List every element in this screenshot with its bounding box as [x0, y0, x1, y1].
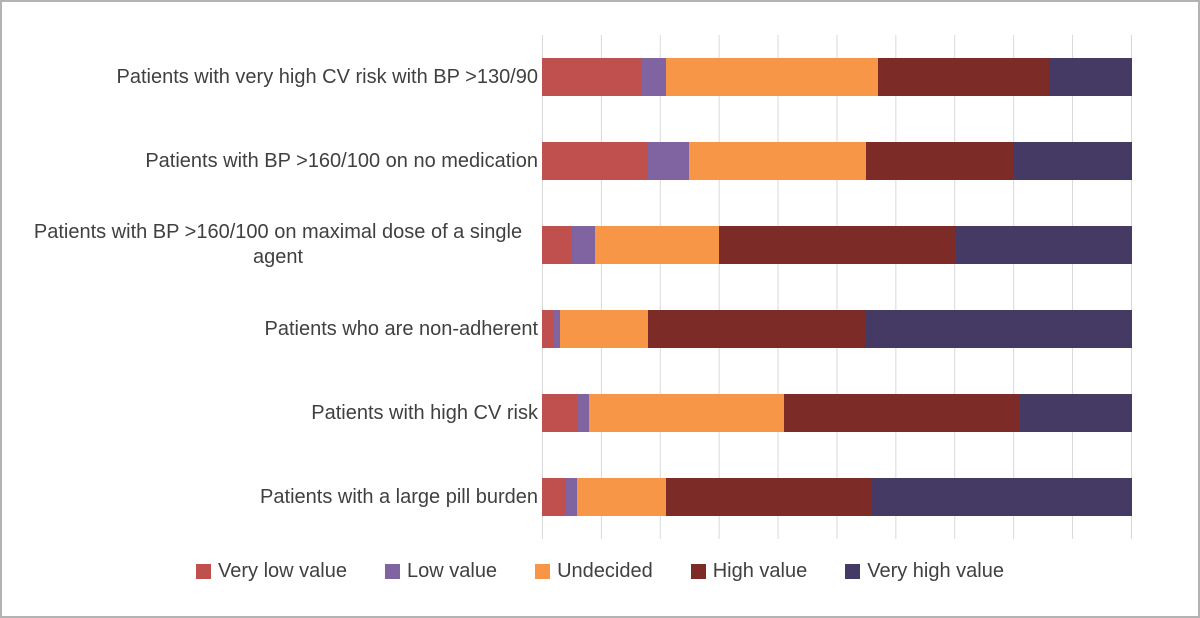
legend-label: Very high value — [867, 560, 1004, 582]
stacked-bar — [542, 310, 1132, 348]
legend-swatch — [196, 564, 212, 579]
legend-item: Very high value — [845, 560, 1004, 583]
bar-segment-undecided — [559, 310, 649, 348]
chart-row: Patients with high CV risk — [2, 371, 1198, 455]
bar-segment-low-value — [565, 478, 578, 516]
legend-swatch — [385, 564, 400, 579]
category-label: Patients with high CV risk — [311, 401, 538, 424]
stacked-bar — [542, 142, 1132, 180]
legend-label: Very low value — [218, 560, 347, 582]
category-label: Patients with BP >160/100 on no medicati… — [145, 149, 538, 172]
stacked-bar — [542, 58, 1132, 96]
legend-label: Low value — [407, 560, 498, 582]
bar-segment-very-low-value — [542, 394, 578, 432]
bar-segment-very-high-value — [954, 226, 1132, 264]
bar-segment-high-value — [878, 58, 1050, 96]
legend-item: High value — [690, 560, 808, 583]
legend: Very low value Low value Undecided High val… — [2, 560, 1198, 583]
bar-segment-very-high-value — [1019, 394, 1132, 432]
bar-segment-very-low-value — [542, 310, 554, 348]
bar-segment-high-value — [718, 226, 955, 264]
stacked-bar — [542, 394, 1132, 432]
category-label: Patients with BP >160/100 on maximal dos… — [33, 221, 523, 268]
bar-segment-low-value — [648, 142, 690, 180]
legend-item: Very low value — [196, 560, 347, 583]
bar-segment-very-high-value — [1049, 58, 1132, 96]
legend-item: Low value — [385, 560, 497, 583]
legend-swatch — [690, 564, 706, 579]
bar-segment-undecided — [589, 394, 784, 432]
stacked-bar — [542, 478, 1132, 516]
chart-row: Patients with a large pill burden — [2, 455, 1198, 539]
stacked-bar — [542, 226, 1132, 264]
legend-item: Undecided — [535, 560, 653, 583]
bar-segment-undecided — [665, 58, 879, 96]
chart-row: Patients with very high CV risk with BP … — [2, 35, 1198, 119]
bar-segment-undecided — [595, 226, 719, 264]
bar-segment-low-value — [577, 394, 590, 432]
chart-row: Patients with BP >160/100 on maximal dos… — [2, 203, 1198, 287]
plot-area: Patients with very high CV risk with BP … — [2, 35, 1198, 539]
bar-segment-high-value — [665, 478, 873, 516]
category-label: Patients with a large pill burden — [260, 485, 538, 508]
bar-segment-high-value — [783, 394, 1020, 432]
bar-segment-very-high-value — [1013, 142, 1132, 180]
legend-label: Undecided — [557, 560, 653, 582]
category-label: Patients with very high CV risk with BP … — [116, 65, 538, 88]
bar-segment-very-high-value — [872, 478, 1132, 516]
bar-segment-low-value — [642, 58, 666, 96]
legend-swatch — [535, 564, 551, 579]
category-label: Patients who are non-adherent — [264, 317, 538, 340]
bar-segment-undecided — [689, 142, 867, 180]
bar-segment-low-value — [571, 226, 596, 264]
chart-row: Patients who are non-adherent — [2, 287, 1198, 371]
legend-label: High value — [712, 560, 808, 582]
chart-row: Patients with BP >160/100 on no medicati… — [2, 119, 1198, 203]
legend-swatch — [845, 564, 861, 579]
bar-segment-very-low-value — [542, 478, 566, 516]
bar-segment-high-value — [648, 310, 867, 348]
bar-segment-high-value — [866, 142, 1014, 180]
bar-rows: Patients with very high CV risk with BP … — [2, 35, 1198, 539]
bar-segment-undecided — [577, 478, 666, 516]
bar-segment-very-low-value — [542, 226, 572, 264]
bar-segment-very-low-value — [542, 58, 643, 96]
bar-segment-very-high-value — [866, 310, 1132, 348]
bar-segment-very-low-value — [542, 142, 649, 180]
